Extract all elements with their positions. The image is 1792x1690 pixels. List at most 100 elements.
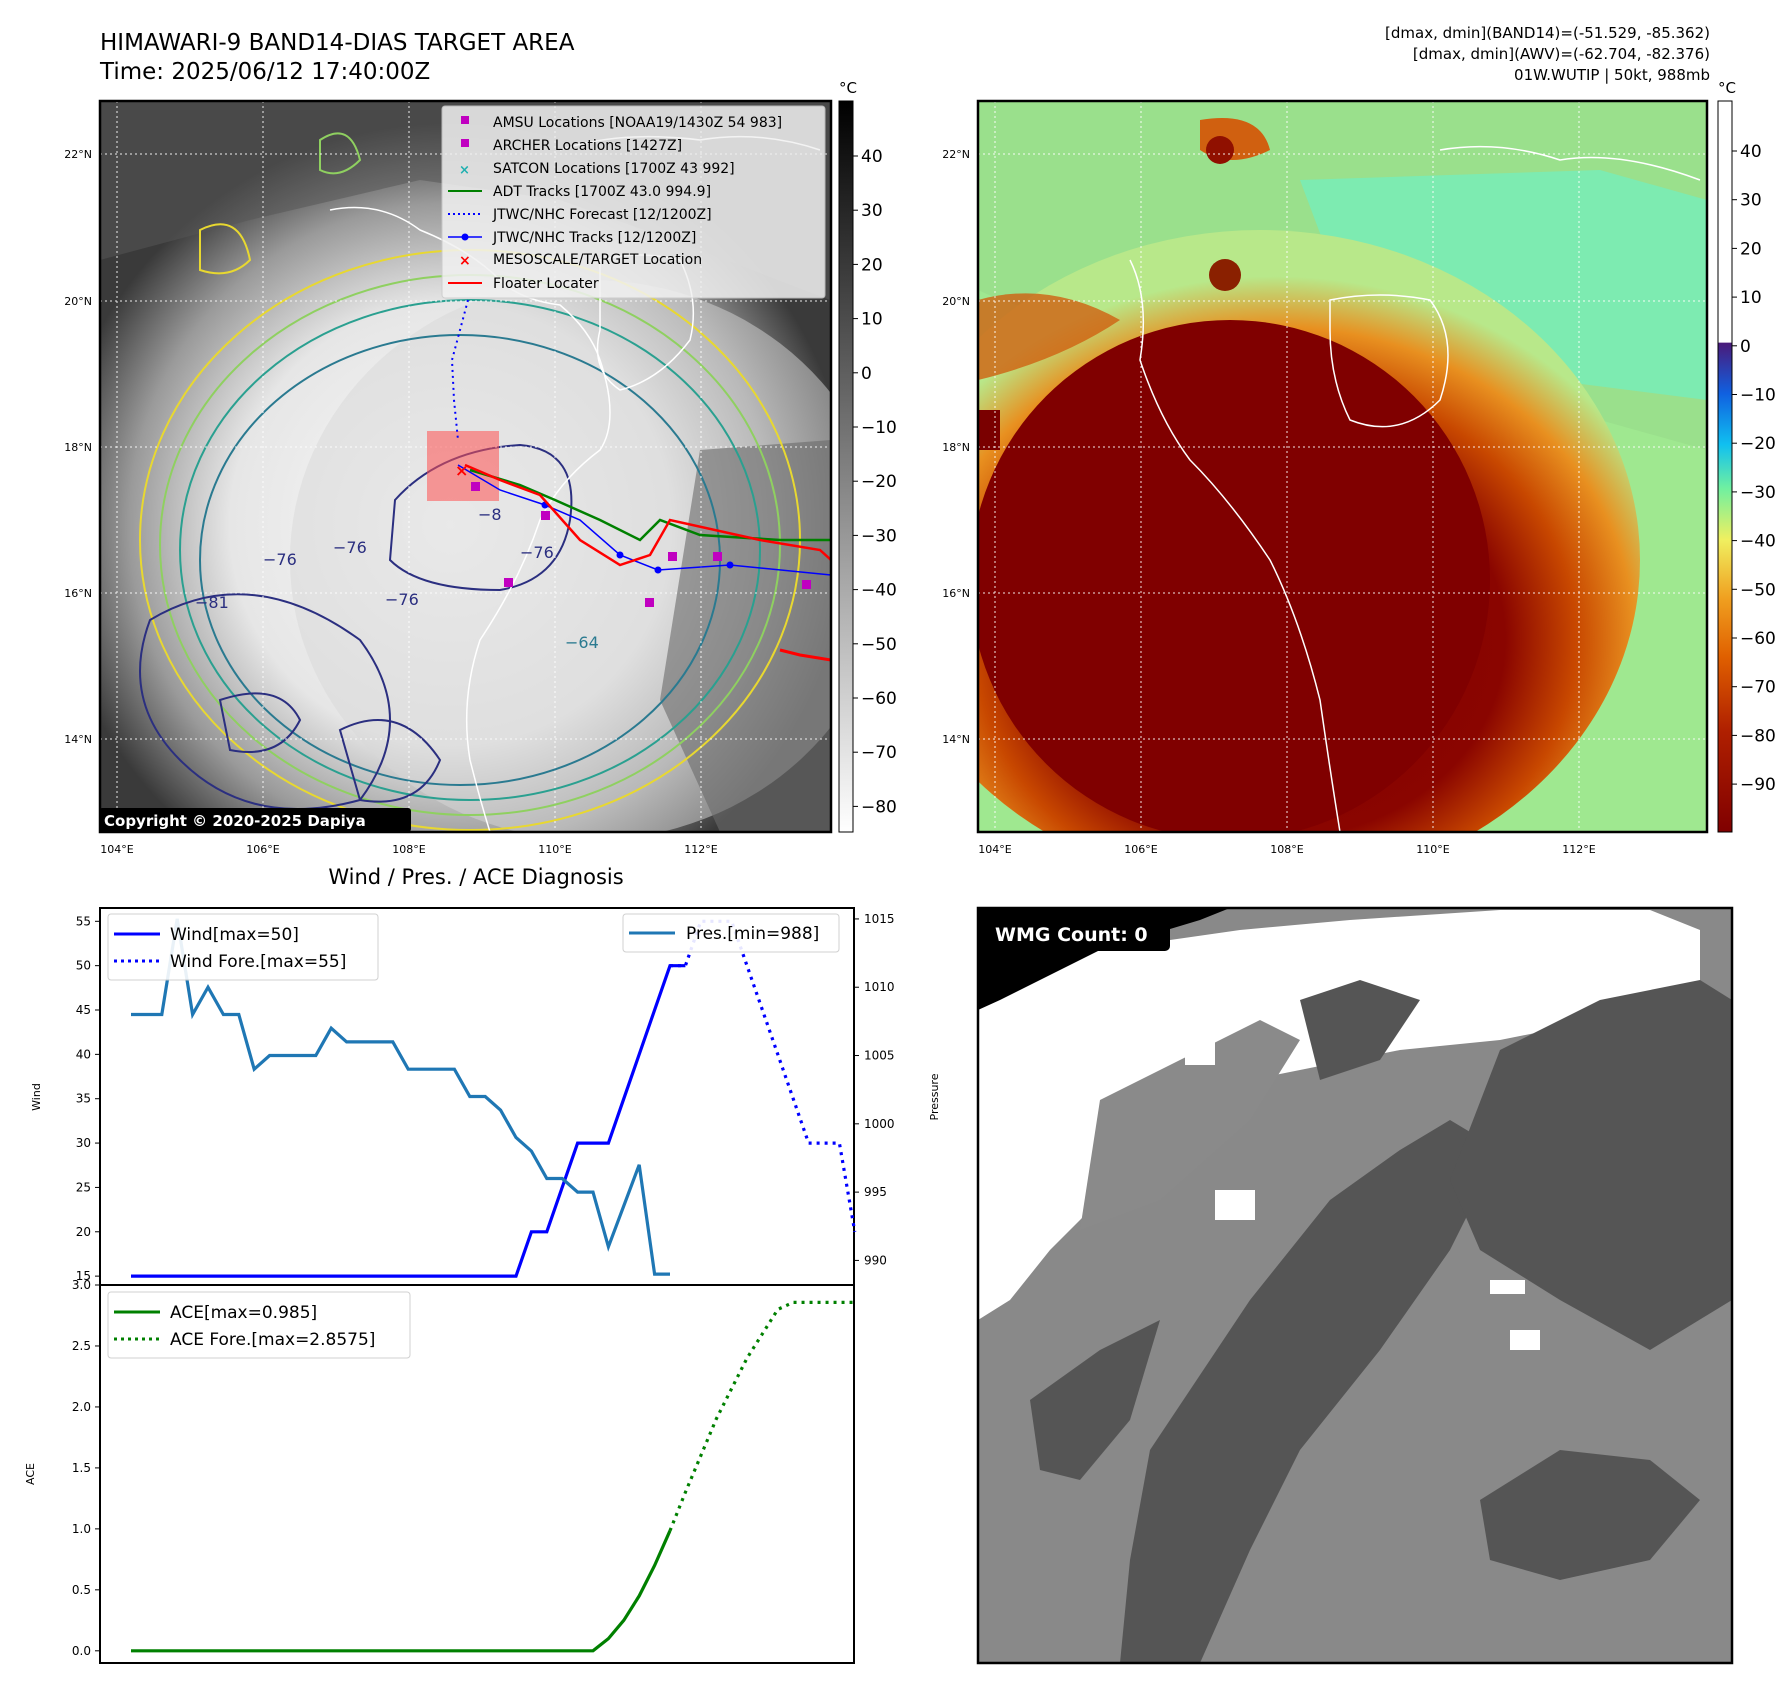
contour-label: −81 — [195, 593, 229, 612]
wind-tick-label: 20 — [76, 1225, 91, 1239]
colorbar-tick-label: −50 — [861, 635, 897, 655]
wind-fore-legend-label: Wind Fore.[max=55] — [170, 952, 346, 972]
ace-tick-label: 2.5 — [72, 1339, 91, 1353]
colorbar-left: °C 40 30 20 10 0 −10 −20 −30 −40 −50 −60 −70 −80 — [838, 79, 897, 833]
map-right-frame — [976, 99, 1709, 834]
wind-legend-label: Wind[max=50] — [170, 925, 299, 945]
colorbar-tick-label: −40 — [1740, 532, 1776, 552]
archer-marker — [461, 139, 469, 147]
copyright-text: Copyright © 2020-2025 Dapiya — [104, 812, 366, 830]
stats-awv: [dmax, dmin](AWV)=(-62.704, -82.376) — [1413, 45, 1710, 63]
lon-label: 112°E — [684, 843, 717, 856]
colorbar-tick-label: −70 — [1740, 678, 1776, 698]
lon-label: 112°E — [1562, 843, 1595, 856]
copyright-badge: Copyright © 2020-2025 Dapiya — [99, 808, 411, 832]
wind-tick-label: 30 — [76, 1136, 91, 1150]
legend-archer: ARCHER Locations [1427Z] — [493, 138, 682, 154]
lat-label: 22°N — [64, 148, 92, 161]
colorbar-tick-label: −60 — [861, 689, 897, 709]
target-box — [427, 431, 499, 501]
contour-label: −8 — [478, 505, 502, 524]
lon-label: 108°E — [1270, 843, 1303, 856]
lat-label: 22°N — [942, 148, 970, 161]
colorbar-unit: °C — [839, 79, 857, 97]
ace-tick-label: 0.0 — [72, 1644, 91, 1658]
lon-label: 106°E — [1124, 843, 1157, 856]
colorbar-tick-label: −10 — [861, 418, 897, 438]
lat-label: 18°N — [64, 441, 92, 454]
legend-satcon: SATCON Locations [1700Z 43 992] — [493, 161, 735, 177]
colorbar-tick-label: −30 — [861, 526, 897, 546]
lat-label: 20°N — [942, 295, 970, 308]
ir-map-right — [978, 101, 1707, 832]
wind-axis-label: Wind — [30, 1083, 43, 1111]
colorbar-tick-label: 0 — [1740, 337, 1751, 357]
colorbar-tick-label: −60 — [1740, 629, 1776, 649]
ace-tick-label: 0.5 — [72, 1583, 91, 1597]
colorbar-tick-label: −40 — [861, 581, 897, 601]
map-legend: AMSU Locations [NOAA19/1430Z 54 983] ARC… — [441, 105, 826, 299]
figure-title: HIMAWARI-9 BAND14-DIAS TARGET AREA — [100, 30, 575, 56]
legend-floater: Floater Locater — [493, 276, 599, 292]
lon-label: 104°E — [978, 843, 1011, 856]
pressure-tick-label: 1000 — [864, 1117, 895, 1131]
figure-time: Time: 2025/06/12 17:40:00Z — [99, 59, 430, 85]
ace-tick-label: 2.0 — [72, 1400, 91, 1414]
wind-tick-label: 55 — [76, 914, 91, 928]
target-legend-marker: × — [459, 253, 471, 269]
pressure-tick-label: 990 — [864, 1253, 887, 1267]
ace-tick-label: 1.5 — [72, 1461, 91, 1475]
ace-tick-label: 3.0 — [72, 1278, 91, 1292]
legend-target: MESOSCALE/TARGET Location — [493, 252, 702, 268]
jtwc-track-line — [457, 464, 831, 576]
colorbar-tick-label: 40 — [1740, 142, 1762, 162]
colorbar-tick-label: −30 — [1740, 483, 1776, 503]
wmg-frame — [976, 906, 1734, 1665]
pressure-tick-label: 1015 — [864, 912, 895, 926]
legend-tracks: JTWC/NHC Tracks [12/1200Z] — [492, 230, 696, 246]
colorbar-tick-label: −70 — [861, 743, 897, 763]
lat-label: 18°N — [942, 441, 970, 454]
target-marker: × — [455, 461, 468, 480]
pressure-tick-label: 1010 — [864, 980, 895, 994]
lat-label: 20°N — [64, 295, 92, 308]
contour-label: −76 — [520, 543, 554, 562]
colorbar-tick-label: 20 — [861, 255, 883, 275]
wind-line — [131, 964, 686, 1278]
lon-label: 108°E — [392, 843, 425, 856]
colorbar-tick-label: 20 — [1740, 239, 1762, 259]
colorbar-tick-label: −80 — [861, 797, 897, 817]
map-left-frame — [98, 99, 833, 834]
pressure-tick-label: 995 — [864, 1185, 887, 1199]
contour-label: −64 — [565, 633, 599, 652]
pressure-line — [131, 918, 670, 1276]
ace-chart: 0.0 0.5 1.0 1.5 2.0 2.5 3.0 ACE ACE[max=0.985]… — [24, 1278, 855, 1664]
wind-tick-label: 40 — [76, 1047, 91, 1061]
legend-amsu: AMSU Locations [NOAA19/1430Z 54 983] — [493, 115, 782, 131]
ace-legend-label: ACE[max=0.985] — [170, 1303, 317, 1323]
wmg-panel — [978, 908, 1732, 1663]
colorbar-tick-label: −90 — [1740, 775, 1776, 795]
ace-forecast-line — [668, 1300, 855, 1532]
colorbar-tick-label: 0 — [861, 364, 872, 384]
pressure-axis-label: Pressure — [928, 1073, 941, 1120]
ace-line — [131, 1530, 672, 1653]
lon-label: 104°E — [100, 843, 133, 856]
wind-pres-chart: 15 20 25 30 35 40 45 50 55 990 995 1000 1005 1010 101… — [30, 907, 941, 1286]
jtwc-forecast-line — [450, 299, 469, 441]
diagnosis-title: Wind / Pres. / ACE Diagnosis — [328, 865, 623, 889]
ace-axis-label: ACE — [24, 1463, 37, 1485]
legend-forecast: JTWC/NHC Forecast [12/1200Z] — [492, 207, 712, 223]
wmg-count-text: WMG Count: 0 — [995, 924, 1148, 946]
lat-label: 16°N — [942, 587, 970, 600]
lat-label: 14°N — [942, 733, 970, 746]
legend-adt: ADT Tracks [1700Z 43.0 994.9] — [493, 184, 711, 200]
contour-label: −76 — [333, 538, 367, 557]
colorbar-tick-label: 40 — [861, 147, 883, 167]
colorbar-tick-label: −50 — [1740, 580, 1776, 600]
pres-legend-label: Pres.[min=988] — [686, 924, 819, 944]
wmg-count-badge: WMG Count: 0 — [984, 917, 1170, 951]
ace-legend: ACE[max=0.985] ACE Fore.[max=2.8575] — [107, 1291, 411, 1359]
lon-label: 110°E — [538, 843, 571, 856]
